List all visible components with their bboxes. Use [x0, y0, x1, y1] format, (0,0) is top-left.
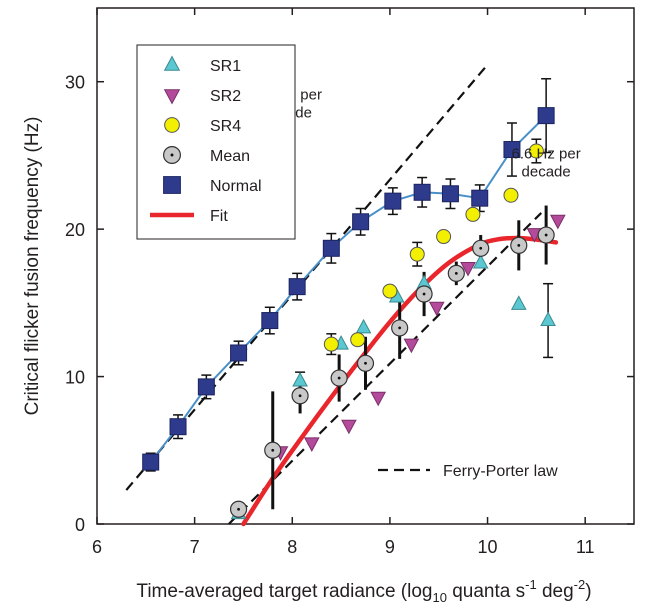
marker-sr2-8 [550, 214, 566, 230]
marker-mean-5-dot [398, 326, 402, 330]
y-tick-label-3: 30 [65, 73, 85, 93]
legend-marker-mean-dot [170, 153, 174, 157]
marker-normal-13 [537, 107, 555, 125]
ferry-porter-line-0 [125, 66, 487, 491]
x-tick-label-0: 6 [92, 537, 102, 557]
x-tick-label-5: 11 [576, 537, 595, 557]
x-tick-label-1: 7 [190, 537, 200, 557]
legend-label-fit: Fit [210, 208, 228, 225]
marker-sr2-1 [303, 437, 320, 452]
legend-marker-sr2 [163, 89, 181, 105]
x-axis-label-part4: ) [585, 581, 591, 602]
axes: 6 7 8 9 10 11 0 10 20 30 [65, 8, 634, 557]
marker-sr2-4 [403, 338, 420, 354]
legend-label-mean: Mean [210, 148, 250, 165]
marker-normal-1 [169, 418, 187, 436]
y-tick-label-1: 10 [65, 368, 85, 388]
marker-sr4-0 [323, 336, 339, 352]
marker-sr4-2 [382, 283, 398, 299]
marker-sr2-5 [428, 301, 445, 317]
marker-mean-3-dot [337, 376, 341, 380]
slope-annotation-1: 6.6 Hz per decade [512, 145, 581, 180]
y-axis-label: Critical flicker fusion frequency (Hz) [22, 117, 43, 416]
marker-normal-0 [142, 453, 160, 471]
x-axis-label-part3: deg [537, 581, 574, 602]
marker-mean-0-dot [237, 507, 240, 511]
ferry-porter-legend: Ferry-Porter law [378, 463, 558, 480]
x-axis-label-sup-1a: -1 [525, 577, 537, 592]
ferry-porter-legend-label: Ferry-Porter law [443, 463, 558, 480]
marker-mean-8-dot [479, 246, 483, 250]
legend-label-sr1: SR1 [210, 58, 241, 75]
marker-sr2-6 [460, 261, 476, 277]
slope-annotation-1-line-1: decade [522, 163, 571, 180]
legend-marker-sr1 [163, 55, 181, 71]
legend-marker-sr4 [164, 117, 180, 133]
marker-normal-4 [261, 312, 279, 330]
x-axis-label: Time-averaged target radiance (log10 qua… [136, 577, 591, 605]
marker-normal-9 [413, 183, 431, 201]
y-tick-label-2: 20 [65, 220, 85, 240]
y-tick-label-0: 0 [75, 515, 85, 535]
marker-normal-5 [288, 278, 306, 296]
marker-sr1-8 [540, 311, 556, 327]
marker-normal-3 [230, 344, 248, 362]
marker-sr2-3 [370, 391, 387, 407]
marker-normal-7 [352, 213, 370, 231]
x-axis-label-part2: quanta s [447, 581, 525, 602]
marker-sr4-5 [465, 206, 481, 222]
data-markers [142, 107, 566, 520]
legend-label-sr4: SR4 [210, 118, 241, 135]
x-tick-label-2: 8 [287, 537, 297, 557]
marker-sr1-3 [355, 318, 372, 334]
legend-box [136, 44, 296, 240]
legend: SR1 SR2 SR4 Mean Normal Fit [136, 44, 296, 240]
marker-sr1-1 [292, 371, 308, 387]
marker-sr4-3 [409, 246, 425, 262]
marker-mean-9-dot [517, 243, 521, 247]
marker-normal-10 [441, 185, 459, 203]
legend-label-sr2: SR2 [210, 88, 241, 105]
marker-normal-6 [322, 239, 340, 257]
legend-marker-normal [163, 176, 181, 194]
x-axis-label-part1: Time-averaged target radiance (log [136, 581, 432, 602]
marker-sr1-6 [472, 253, 489, 269]
marker-sr4-4 [436, 229, 452, 245]
marker-sr2-2 [341, 419, 357, 435]
slope-annotation-1-line-0: 6.6 Hz per [512, 145, 581, 162]
x-tick-label-3: 9 [385, 537, 395, 557]
marker-sr4-1 [350, 332, 366, 348]
marker-normal-11 [471, 189, 489, 207]
ferry-porter-lines [125, 66, 543, 525]
marker-mean-7-dot [454, 271, 458, 275]
marker-sr4-6 [503, 187, 519, 203]
marker-sr4-7 [528, 143, 544, 159]
x-tick-label-4: 10 [478, 537, 498, 557]
marker-normal-2 [197, 378, 215, 396]
marker-mean-6-dot [422, 292, 426, 296]
x-axis-label-sub10: 10 [432, 590, 446, 605]
marker-normal-8 [384, 192, 402, 210]
marker-normal-12 [503, 141, 521, 159]
marker-mean-1-dot [271, 448, 275, 452]
marker-sr1-7 [510, 295, 527, 310]
ferry-porter-line-1 [228, 212, 543, 525]
x-axis-label-sup-2: -2 [574, 577, 586, 592]
marker-mean-4-dot [364, 361, 367, 365]
legend-label-normal: Normal [210, 178, 262, 195]
marker-mean-2-dot [298, 394, 302, 398]
marker-mean-10-dot [544, 233, 548, 237]
plot-frame [96, 7, 635, 525]
